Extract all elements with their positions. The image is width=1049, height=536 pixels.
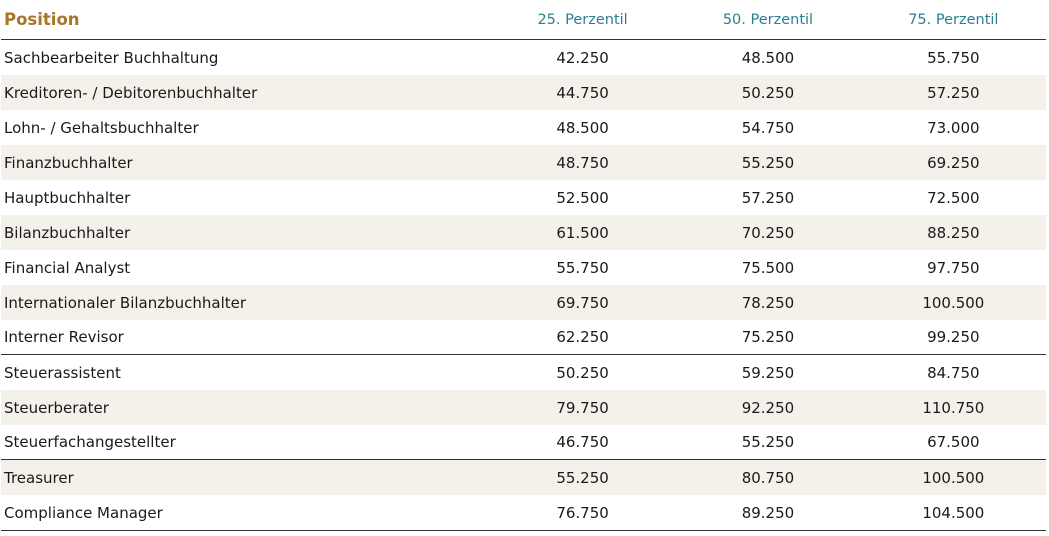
cell-p25: 52.500 [556,188,609,207]
cell-position: Sachbearbeiter Buchhaltung [4,48,219,67]
table-row: Finanzbuchhalter 48.750 55.250 69.250 [1,145,1046,180]
table-row: Kreditoren- / Debitorenbuchhalter 44.750… [1,75,1046,110]
cell-position: Compliance Manager [4,503,163,522]
table-row: Steuerberater 79.750 92.250 110.750 [1,390,1046,425]
table-row: Steuerfachangestellter 46.750 55.250 67.… [1,425,1046,460]
cell-p75: 100.500 [922,293,985,312]
cell-position: Internationaler Bilanzbuchhalter [4,293,247,312]
table-header: Position 25. Perzentil 50. Perzentil 75.… [1,0,1046,40]
cell-p75: 57.250 [927,83,980,102]
cell-position: Financial Analyst [4,258,131,277]
cell-p75: 67.500 [927,433,980,451]
cell-position: Hauptbuchhalter [4,188,131,207]
cell-p25: 79.750 [556,398,609,417]
header-p75: 75. Perzentil [908,11,999,28]
table-row: Compliance Manager 76.750 89.250 104.500 [1,495,1046,531]
table-row: Interner Revisor 62.250 75.250 99.250 [1,320,1046,355]
cell-p25: 50.250 [556,363,609,382]
cell-p25: 55.750 [556,258,609,277]
cell-p75: 72.500 [927,188,980,207]
cell-p50: 80.750 [741,468,795,487]
cell-p50: 92.250 [741,398,795,417]
cell-p25: 76.750 [556,503,609,522]
cell-p50: 57.250 [741,188,795,207]
table-row: Internationaler Bilanzbuchhalter 69.750 … [1,285,1046,320]
table-row: Lohn- / Gehaltsbuchhalter 48.500 54.750 … [1,110,1046,145]
header-p25: 25. Perzentil [537,11,628,28]
table-row: Hauptbuchhalter 52.500 57.250 72.500 [1,180,1046,215]
cell-position: Finanzbuchhalter [4,153,133,172]
table-row: Bilanzbuchhalter 61.500 70.250 88.250 [1,215,1046,250]
table-row: Financial Analyst 55.750 75.500 97.750 [1,250,1046,285]
cell-position: Kreditoren- / Debitorenbuchhalter [4,83,258,102]
cell-p50: 75.500 [741,258,795,277]
cell-position: Steuerassistent [4,363,121,382]
cell-p25: 61.500 [556,223,609,242]
table-row: Sachbearbeiter Buchhaltung 42.250 48.500… [1,40,1046,75]
cell-p25: 42.250 [556,48,609,67]
cell-p25: 48.750 [556,153,609,172]
cell-p50: 48.500 [741,48,795,67]
cell-p25: 62.250 [556,328,609,346]
cell-position: Lohn- / Gehaltsbuchhalter [4,118,199,137]
table-row: Treasurer 55.250 80.750 100.500 [1,460,1046,495]
cell-p25: 44.750 [556,83,609,102]
header-position: Position [4,10,80,29]
cell-p50: 70.250 [741,223,795,242]
cell-p75: 84.750 [927,363,980,382]
cell-p75: 100.500 [922,468,985,487]
cell-p50: 55.250 [741,433,795,451]
cell-position: Interner Revisor [4,328,124,346]
cell-p25: 69.750 [556,293,609,312]
cell-p75: 88.250 [927,223,980,242]
cell-p50: 89.250 [741,503,795,522]
cell-p75: 55.750 [927,48,980,67]
cell-p25: 55.250 [556,468,609,487]
header-p50: 50. Perzentil [722,11,814,28]
cell-position: Treasurer [4,468,74,487]
table-row: Steuerassistent 50.250 59.250 84.750 [1,355,1046,390]
cell-position: Steuerfachangestellter [4,433,176,451]
cell-p75: 73.000 [927,118,980,137]
cell-p50: 78.250 [741,293,795,312]
cell-position: Steuerberater [4,398,109,417]
cell-p50: 55.250 [741,153,795,172]
cell-p75: 69.250 [927,153,980,172]
cell-position: Bilanzbuchhalter [4,223,131,242]
cell-p50: 50.250 [741,83,795,102]
cell-p50: 54.750 [741,118,795,137]
cell-p50: 59.250 [741,363,795,382]
cell-p25: 46.750 [556,433,609,451]
cell-p75: 110.750 [922,398,985,417]
cell-p75: 97.750 [927,258,980,277]
cell-p75: 104.500 [922,503,985,522]
cell-p25: 48.500 [556,118,609,137]
cell-p50: 75.250 [741,328,795,346]
cell-p75: 99.250 [927,328,980,346]
